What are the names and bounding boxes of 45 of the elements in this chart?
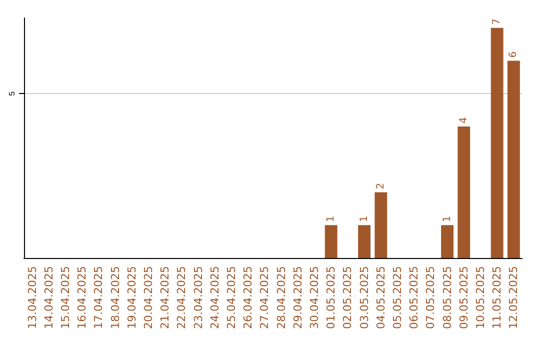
x-tick-label: 04.05.2025 [374, 266, 388, 330]
x-tick-label: 15.04.2025 [59, 266, 72, 330]
x-tick-label: 26.04.2025 [242, 266, 255, 330]
data-label: 7 [492, 18, 503, 25]
data-label: 2 [375, 182, 386, 190]
x-tick-label: 02.05.2025 [341, 266, 354, 330]
x-tick-label: 29.04.2025 [291, 266, 304, 330]
bar [358, 225, 371, 258]
x-tick-label: 27.04.2025 [258, 266, 272, 330]
x-tick-label: 10.05.2025 [474, 266, 487, 330]
x-tick-label: 12.05.2025 [507, 266, 520, 330]
x-tick-label: 13.04.2025 [26, 266, 39, 330]
x-tick-label: 09.05.2025 [457, 266, 470, 330]
x-tick-label: 19.04.2025 [125, 266, 138, 330]
data-label: 1 [326, 216, 337, 222]
x-tick-label: 18.04.2025 [108, 266, 122, 330]
x-tick-label: 06.05.2025 [408, 266, 421, 330]
x-tick-label: 05.05.2025 [391, 266, 404, 330]
x-tick-label: 01.05.2025 [324, 266, 338, 330]
x-tick-label: 03.05.2025 [358, 266, 371, 330]
bar [507, 60, 520, 258]
bar [458, 126, 470, 258]
x-tick-label: 08.05.2025 [440, 266, 454, 330]
bar [374, 192, 388, 258]
x-tick-label: 21.04.2025 [158, 266, 172, 330]
data-label: 4 [458, 117, 470, 124]
bar [490, 28, 504, 258]
x-tick-label: 17.04.2025 [92, 266, 106, 330]
bar [441, 225, 454, 258]
data-label: 1 [358, 216, 370, 222]
x-tick-label: 24.04.2025 [208, 266, 222, 330]
x-tick-label: 28.04.2025 [274, 266, 288, 330]
x-tick-label: 16.04.2025 [76, 266, 89, 330]
x-tick-label: 23.04.2025 [192, 266, 205, 330]
data-label: 6 [508, 51, 520, 58]
x-tick-label: 20.04.2025 [142, 266, 155, 330]
x-tick-label: 25.04.2025 [225, 266, 238, 330]
x-tick-label: 22.04.2025 [175, 266, 188, 330]
y-tick-label: 5 [8, 90, 16, 96]
x-tick-label: 14.04.2025 [42, 266, 56, 330]
data-label: 1 [442, 216, 453, 222]
x-tick-label: 11.05.2025 [490, 266, 504, 330]
x-tick-label: 07.05.2025 [424, 266, 438, 330]
x-tick-label: 30.04.2025 [308, 266, 321, 330]
bar [324, 225, 338, 258]
